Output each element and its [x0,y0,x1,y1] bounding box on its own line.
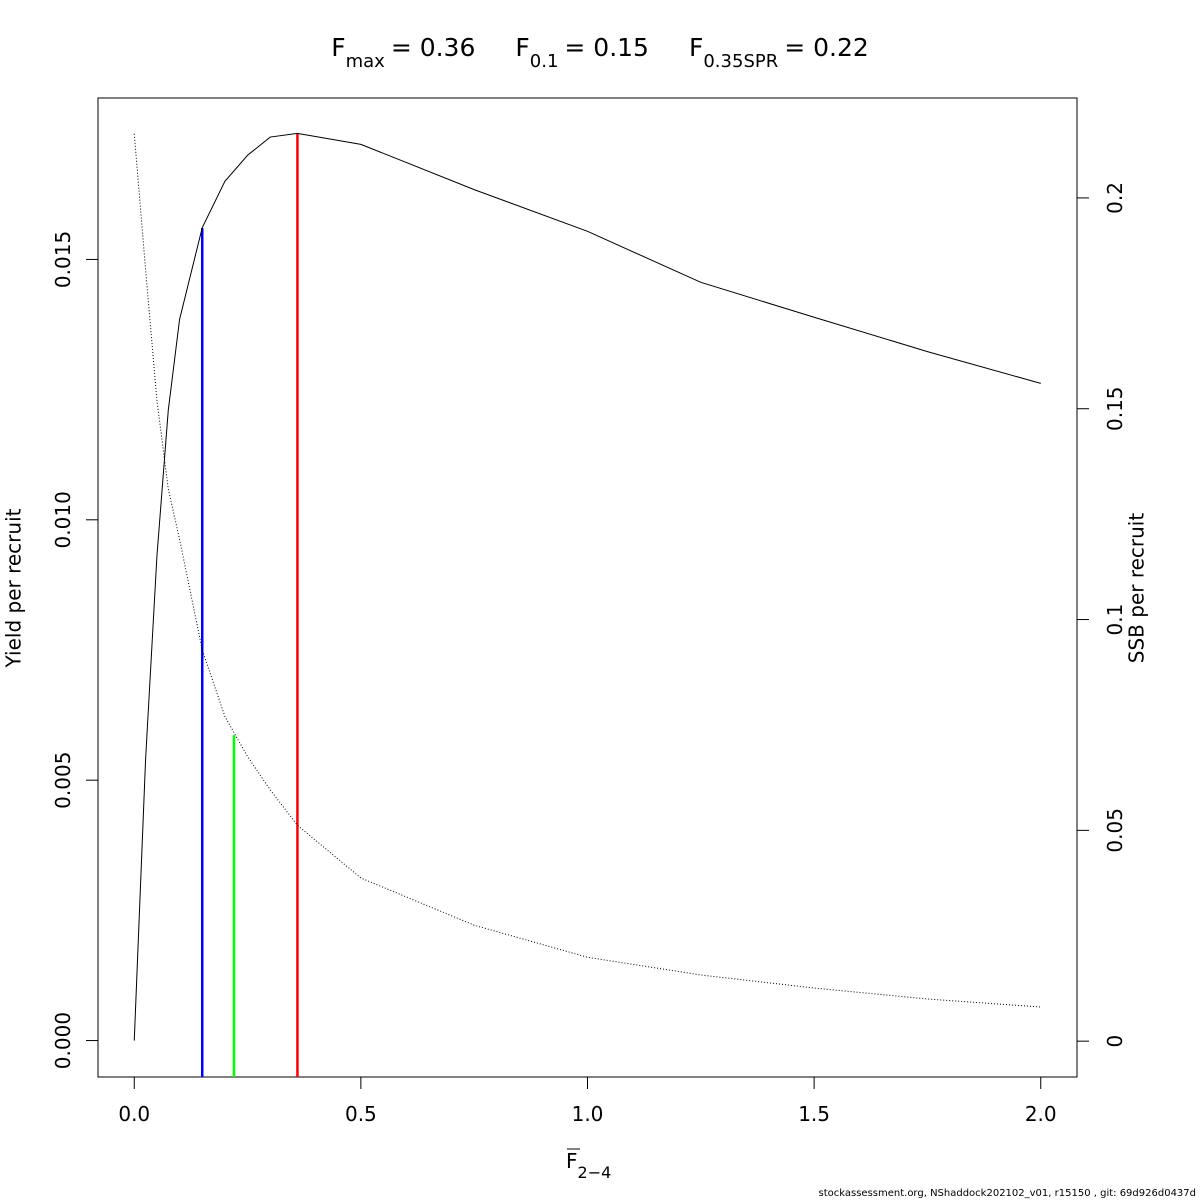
y2-tick-label: 0.2 [1103,182,1127,214]
y2-axis-label: SSB per recruit [1125,513,1149,664]
x-tick-label: 2.0 [1025,1102,1057,1126]
y2-tick-label: 0.15 [1103,386,1127,431]
y-tick-label: 0.005 [51,752,75,809]
title-subscript: max [346,51,386,72]
x-label-subscript: 2−4 [578,1163,612,1182]
plot-frame [97,97,1078,1078]
title-value: = 0.15 [564,33,649,62]
y-axis-label: Yield per recruit [2,508,26,668]
chart-title: Fmax = 0.36 F0.1 = 0.15 F0.35SPR = 0.22 [331,33,869,72]
title-subscript: 0.1 [530,51,559,72]
x-tick-label: 1.5 [798,1102,830,1126]
x-tick-label: 0.5 [345,1102,377,1126]
x-tick-label: 1.0 [572,1102,604,1126]
title-symbol: F [331,33,345,62]
x-tick-label: 0.0 [118,1102,150,1126]
y-tick-label: 0.010 [51,491,75,548]
y-tick-label: 0.015 [51,231,75,288]
series-line [133,132,1041,1041]
y2-tick-label: 0.05 [1103,808,1127,853]
series-line [133,133,1041,1008]
y2-tick-label: 0 [1103,1035,1127,1048]
title-value: = 0.22 [784,33,869,62]
title-symbol: F [515,33,529,62]
y2-tick-label: 0.1 [1103,604,1127,636]
title-value: = 0.36 [391,33,476,62]
title-symbol: F [689,33,703,62]
x-label-symbol: F [566,1149,578,1173]
x-axis-label: F2−4 [566,1149,611,1182]
footer: stockassessment.org, NShaddock202102_v01… [819,1188,1197,1199]
title-subscript: 0.35SPR [703,51,778,72]
y-tick-label: 0.000 [51,1012,75,1069]
